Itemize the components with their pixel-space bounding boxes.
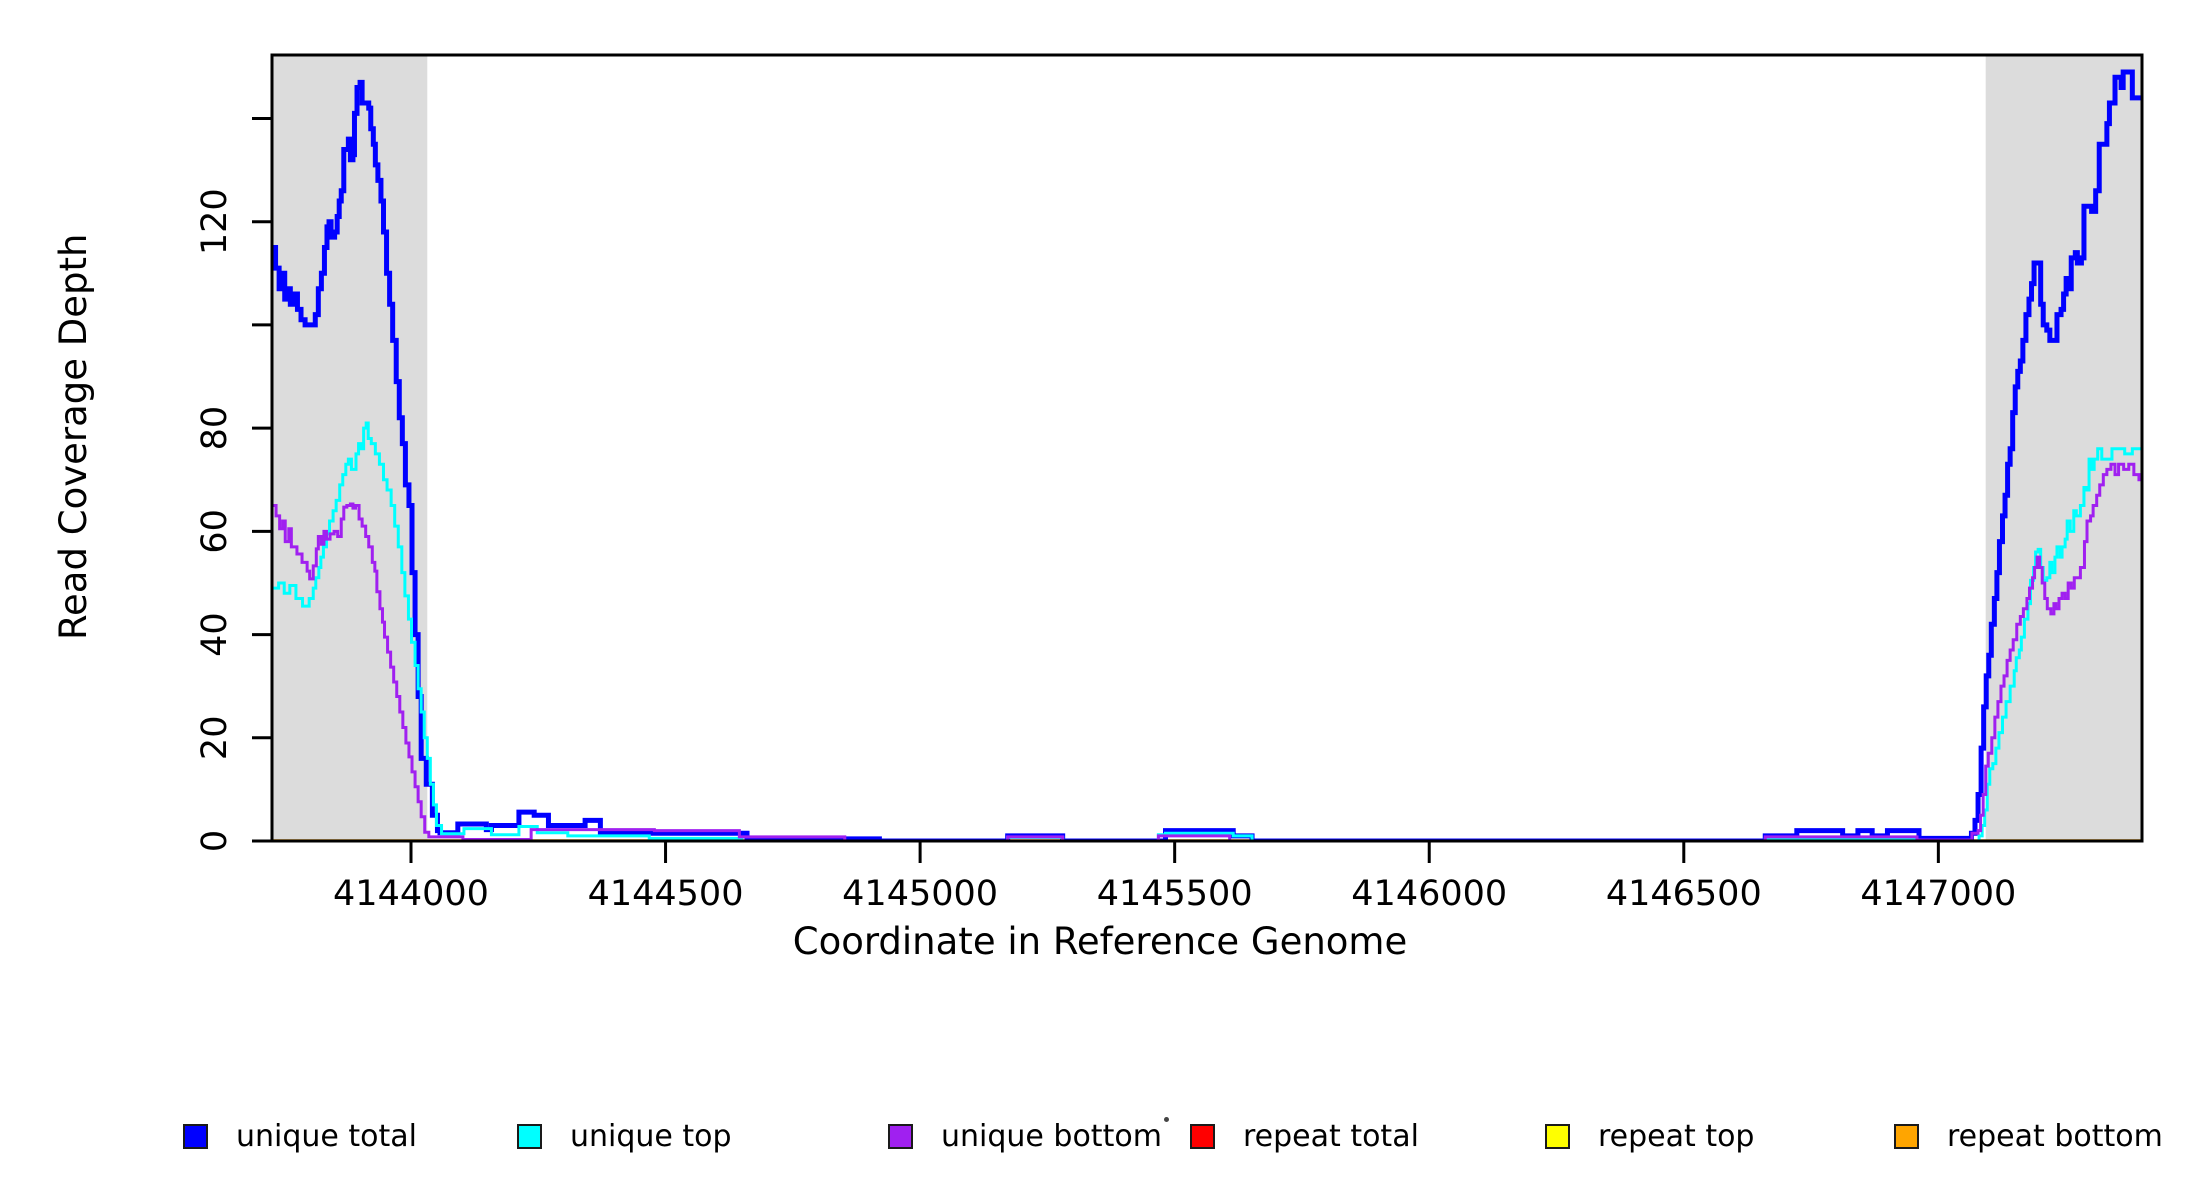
y-tick-label: 40 [195, 612, 235, 657]
legend-item-repeat-total: repeat total [1190, 1119, 1419, 1154]
x-tick-label: 4145000 [842, 874, 998, 914]
highlight-region [272, 55, 428, 841]
y-tick-label: 60 [195, 509, 235, 554]
legend-item-unique-top: unique top [517, 1119, 732, 1154]
x-tick-label: 4147000 [1860, 874, 2016, 914]
legend-swatch-repeat-total [1190, 1124, 1215, 1149]
x-tick-label: 4146500 [1606, 874, 1762, 914]
legend-swatch-repeat-bottom [1894, 1124, 1919, 1149]
x-tick-label: 4145500 [1097, 874, 1253, 914]
legend-label: repeat top [1598, 1119, 1755, 1154]
y-tick-label: 120 [195, 188, 235, 255]
x-axis-title: Coordinate in Reference Genome [792, 920, 1408, 963]
legend-swatch-repeat-top [1545, 1124, 1570, 1149]
legend-item-unique-bottom: unique bottom [888, 1119, 1162, 1154]
legend-label: unique bottom [941, 1119, 1162, 1154]
x-tick-label: 4144000 [333, 874, 489, 914]
x-tick-label: 4144500 [588, 874, 744, 914]
series-line-unique-top [272, 421, 2142, 841]
stray-mark [1164, 1117, 1169, 1122]
legend-item-repeat-bottom: repeat bottom [1894, 1119, 2163, 1154]
legend-label: unique total [236, 1119, 418, 1154]
legend-swatch-unique-bottom [888, 1124, 913, 1149]
series-line-unique-bottom [272, 462, 2142, 841]
legend-swatch-unique-top [517, 1124, 542, 1149]
y-axis-title: Read Coverage Depth [52, 233, 95, 640]
y-tick-label: 20 [195, 716, 235, 761]
legend-item-repeat-top: repeat top [1545, 1119, 1754, 1154]
plot-box [270, 53, 2144, 843]
legend-label: repeat total [1243, 1119, 1419, 1154]
legend-item-unique-total: unique total [183, 1119, 417, 1154]
y-tick-label: 80 [195, 406, 235, 451]
y-tick-label: 0 [195, 830, 235, 852]
legend-swatch-unique-total [183, 1124, 208, 1149]
legend-label: repeat bottom [1947, 1119, 2163, 1154]
legend: unique total unique top unique bottom repea… [0, 0, 2200, 1154]
x-tick-label: 4146000 [1351, 874, 1507, 914]
legend-label: unique top [570, 1119, 732, 1154]
series-line-unique-total [272, 69, 2142, 841]
